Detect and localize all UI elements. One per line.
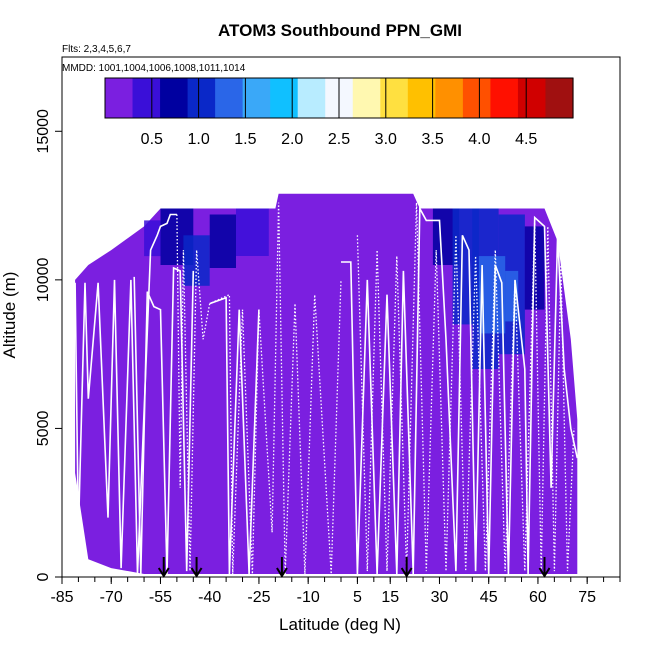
y-tick-label: 15000: [35, 109, 52, 154]
axes: -85 -70 -55 -40 -25 -10 5 15 30 45 60 75 0 5000 10000 1…: [35, 56, 621, 606]
field-patch: [183, 235, 210, 286]
field-patch: [524, 226, 545, 310]
colorbar-tick-label: 3.0: [375, 131, 397, 148]
colorbar-swatch: [242, 78, 271, 118]
colorbar-swatch: [517, 78, 547, 118]
colorbar-tick-label: 4.0: [468, 131, 490, 148]
colorbar-swatch: [105, 78, 134, 118]
x-tick-label: -70: [100, 589, 123, 606]
colorbar: 0.5 1.0 1.5 2.0 2.5 3.0 3.5 4.0 4.5: [104, 77, 574, 148]
marker-arrow-head: [190, 567, 203, 578]
marker-arrow-head: [400, 567, 413, 578]
x-axis-label: Latitude (deg N): [279, 615, 401, 634]
marker-arrow-head: [538, 567, 551, 578]
y-axis-label: Altitude (m): [0, 272, 19, 359]
colorbar-swatch: [352, 78, 381, 118]
colorbar-tick-label: 1.0: [187, 131, 209, 148]
colorbar-swatch: [380, 78, 409, 118]
field-patch: [236, 208, 269, 256]
colorbar-tick-label: 4.5: [515, 131, 537, 148]
colorbar-tick-label: 1.5: [234, 131, 256, 148]
field-patch: [144, 220, 161, 257]
y-tick-label: 5000: [35, 411, 52, 447]
x-tick-label: -10: [297, 589, 320, 606]
marker-arrow-head: [276, 567, 288, 578]
colorbar-tick-label: 2.0: [281, 131, 303, 148]
flight-track: [133, 266, 195, 575]
colorbar-frame: [104, 77, 574, 119]
colorbar-swatch: [270, 78, 299, 118]
x-tick-label: 5: [353, 589, 362, 606]
y-tick-label: 0: [35, 572, 52, 581]
x-tick-label: 45: [480, 589, 498, 606]
x-tick-label: 60: [529, 589, 547, 606]
flights-subtitle: Flts: 2,3,4,5,6,7: [62, 44, 131, 55]
x-tick-label: -40: [198, 589, 221, 606]
colorbar-swatch: [435, 78, 464, 118]
colorbar-swatch: [160, 78, 189, 118]
plot-area: [74, 193, 579, 578]
flight-track: [341, 205, 579, 575]
colorbar-tick-label: 3.5: [421, 131, 443, 148]
colorbar-swatch: [132, 78, 161, 118]
x-tick-label: -55: [149, 589, 172, 606]
field-patch: [209, 214, 236, 268]
colorbar-swatch: [297, 78, 326, 118]
colorbar-tick-label: 2.5: [328, 131, 350, 148]
x-tick-label: -85: [50, 589, 73, 606]
colorbar-swatch: [545, 78, 574, 118]
y-tick-label: 10000: [35, 258, 52, 303]
x-tick-label: 15: [381, 589, 399, 606]
dates-subtitle: MMDD: 1001,1004,1006,1008,1011,1014: [62, 63, 246, 74]
x-tick-label: -25: [247, 589, 270, 606]
colorbar-swatch: [490, 78, 519, 118]
x-tick-label: 30: [431, 589, 449, 606]
colorbar-swatch: [215, 78, 244, 118]
colorbar-swatch: [407, 78, 436, 118]
flight-track: [74, 213, 177, 575]
flight-track: [176, 202, 342, 575]
colorbar-tick-label: 0.5: [141, 131, 163, 148]
x-tick-label: 75: [578, 589, 596, 606]
chart-title: ATOM3 Southbound PPN_GMI: [218, 21, 462, 40]
colorbar-swatch: [187, 78, 216, 118]
flight-track: [209, 296, 260, 575]
colorbar-swatch: [462, 78, 492, 118]
marker-arrow-head: [157, 567, 170, 578]
